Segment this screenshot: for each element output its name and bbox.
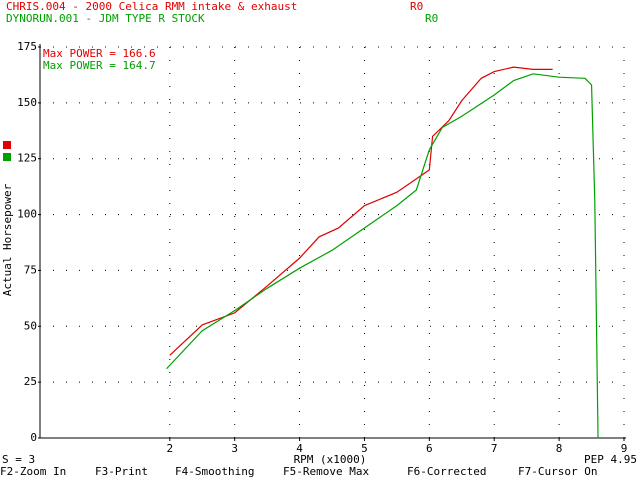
function-key[interactable]: F7-Cursor On bbox=[518, 465, 597, 478]
chart-subtitle: DYNORUN.001 - JDM TYPE R STOCK bbox=[6, 12, 205, 25]
x-tick-label: 8 bbox=[556, 442, 563, 455]
function-key[interactable]: F3-Print bbox=[95, 465, 148, 478]
x-tick-label: 4 bbox=[296, 442, 303, 455]
y-tick-label: 125 bbox=[17, 152, 37, 165]
subtitle-tag: R0 bbox=[425, 12, 438, 25]
y-axis-label: Actual Horsepower bbox=[1, 183, 14, 296]
function-key[interactable]: F6-Corrected bbox=[407, 465, 486, 478]
legend-swatch bbox=[3, 153, 11, 161]
function-key[interactable]: F5-Remove Max bbox=[283, 465, 369, 478]
title-tag: R0 bbox=[410, 0, 423, 13]
y-tick-label: 175 bbox=[17, 40, 37, 53]
y-tick-label: 50 bbox=[24, 319, 37, 332]
data-line bbox=[166, 73, 599, 439]
annotation: Max POWER = 164.7 bbox=[43, 59, 156, 72]
y-tick-label: 25 bbox=[24, 375, 37, 388]
x-tick-label: 6 bbox=[426, 442, 433, 455]
y-tick-label: 75 bbox=[24, 263, 37, 276]
x-tick-label: 7 bbox=[491, 442, 498, 455]
x-tick-label: 2 bbox=[166, 442, 173, 455]
x-tick-label: 5 bbox=[361, 442, 368, 455]
data-line bbox=[169, 66, 553, 356]
smoothing-label: S = 3 bbox=[2, 453, 35, 466]
y-tick-label: 0 bbox=[30, 431, 37, 444]
x-axis-label: RPM (x1000) bbox=[294, 453, 367, 466]
x-tick-label: 3 bbox=[231, 442, 238, 455]
annotation: Max POWER = 166.6 bbox=[43, 47, 156, 60]
y-tick-label: 150 bbox=[17, 96, 37, 109]
y-tick-label: 100 bbox=[17, 208, 37, 221]
chart-title: CHRIS.004 - 2000 Celica RMM intake & exh… bbox=[6, 0, 297, 13]
function-key[interactable]: F2-Zoom In bbox=[0, 465, 66, 478]
pep-label: PEP 4.95 bbox=[584, 453, 637, 466]
legend-swatch bbox=[3, 141, 11, 149]
function-key[interactable]: F4-Smoothing bbox=[175, 465, 254, 478]
x-tick-label: 9 bbox=[621, 442, 628, 455]
